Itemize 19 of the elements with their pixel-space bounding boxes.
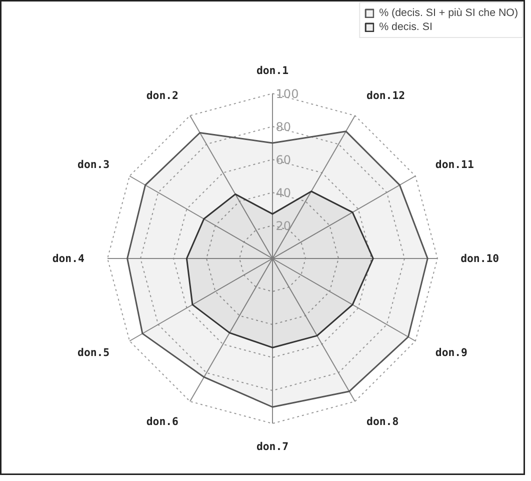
spoke-label: don.10 [460, 252, 500, 265]
spoke-label: don.6 [146, 414, 178, 428]
spoke-label: don.2 [146, 89, 178, 102]
y-tick-label: 40 [276, 186, 292, 200]
spoke-label: don.7 [256, 440, 289, 454]
legend-label: % decis. SI [379, 21, 432, 33]
spoke-label: don.9 [435, 346, 468, 360]
y-tick-label: 100 [276, 87, 299, 101]
spoke-label: don.12 [366, 89, 406, 102]
spoke-label: don.3 [78, 158, 110, 171]
spoke-label: don.4 [52, 252, 84, 265]
y-tick-label: 60 [276, 153, 292, 167]
spoke-label: don.8 [366, 414, 399, 428]
y-tick-label: 80 [276, 120, 292, 134]
spoke-label: don.1 [256, 64, 289, 77]
y-tick-label: 20 [276, 219, 292, 233]
legend-label: % (decis. SI + più SI che NO) [379, 7, 518, 19]
spoke-label: don.11 [435, 158, 474, 171]
spoke-label: don.5 [78, 346, 110, 360]
